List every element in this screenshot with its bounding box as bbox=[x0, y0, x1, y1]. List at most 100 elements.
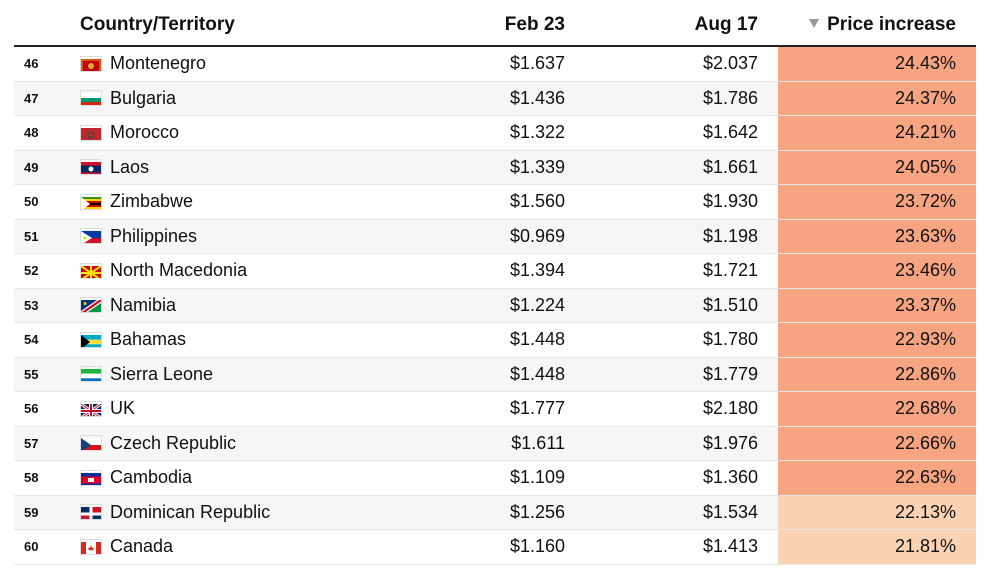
table-row[interactable]: 52 North Macedonia $1.394 $1.721 23.46% bbox=[14, 254, 976, 289]
country-name: Bulgaria bbox=[110, 87, 177, 108]
aug-price-cell: $1.779 bbox=[702, 363, 758, 384]
rank-cell: 54 bbox=[24, 332, 39, 348]
country-cell: Morocco bbox=[80, 116, 179, 150]
table-row[interactable]: 47 Bulgaria $1.436 $1.786 24.37% bbox=[14, 81, 976, 116]
increase-cell: 22.93% bbox=[778, 323, 976, 357]
czech-republic-flag-icon bbox=[80, 435, 102, 452]
table-row[interactable]: 49 Laos $1.339 $1.661 24.05% bbox=[14, 150, 976, 185]
philippines-flag-icon bbox=[80, 228, 102, 245]
montenegro-flag-icon bbox=[80, 55, 102, 72]
rank-cell: 49 bbox=[24, 159, 39, 175]
country-name: Canada bbox=[110, 536, 174, 557]
rank-cell: 60 bbox=[24, 539, 39, 555]
country-name: Philippines bbox=[110, 225, 198, 246]
aug-price-cell: $2.037 bbox=[702, 53, 758, 74]
table-row[interactable]: 57 Czech Republic $1.611 $1.976 22.66% bbox=[14, 426, 976, 461]
aug-price-cell: $1.534 bbox=[702, 501, 758, 522]
increase-cell: 23.46% bbox=[778, 254, 976, 288]
aug-price-cell: $1.976 bbox=[702, 432, 758, 453]
sierra-leone-flag-icon bbox=[80, 366, 102, 383]
table-row[interactable]: 56 UK $1.777 $2.180 22.68% bbox=[14, 392, 976, 427]
uk-flag-icon bbox=[80, 400, 102, 417]
table-row[interactable]: 48 Morocco $1.322 $1.642 24.21% bbox=[14, 116, 976, 151]
table-row[interactable]: 53 Namibia $1.224 $1.510 23.37% bbox=[14, 288, 976, 323]
country-name: Namibia bbox=[110, 294, 177, 315]
country-header[interactable]: Country/Territory bbox=[80, 14, 235, 35]
aug-price-cell: $1.930 bbox=[702, 191, 758, 212]
feb-price-cell: $1.256 bbox=[509, 501, 565, 522]
aug-header[interactable]: Aug 17 bbox=[694, 14, 758, 35]
increase-cell: 24.21% bbox=[778, 116, 976, 150]
country-cell: Sierra Leone bbox=[80, 358, 213, 392]
feb-price-cell: $1.611 bbox=[511, 432, 565, 453]
table-header: Country/Territory Feb 23 Aug 17 Price in… bbox=[14, 0, 976, 47]
table-row[interactable]: 60 Canada $1.160 $1.413 21.81% bbox=[14, 530, 976, 565]
rank-cell: 50 bbox=[24, 194, 39, 210]
table-row[interactable]: 50 Zimbabwe $1.560 $1.930 23.72% bbox=[14, 185, 976, 220]
increase-cell: 22.68% bbox=[778, 392, 976, 426]
feb-header[interactable]: Feb 23 bbox=[504, 14, 565, 35]
rank-cell: 46 bbox=[24, 56, 39, 72]
table-row[interactable]: 59 Dominican Republic $1.256 $1.534 22.13% bbox=[14, 495, 976, 530]
country-cell: Laos bbox=[80, 151, 149, 185]
aug-price-cell: $1.721 bbox=[702, 260, 758, 281]
table-row[interactable]: 51 Philippines $0.969 $1.198 23.63% bbox=[14, 219, 976, 254]
aug-price-cell: $2.180 bbox=[702, 398, 758, 419]
country-cell: Philippines bbox=[80, 220, 197, 254]
rank-cell: 56 bbox=[24, 401, 39, 417]
increase-cell: 22.66% bbox=[778, 426, 976, 460]
rank-cell: 55 bbox=[24, 366, 39, 382]
increase-header[interactable]: Price increase bbox=[778, 14, 976, 36]
table-row[interactable]: 55 Sierra Leone $1.448 $1.779 22.86% bbox=[14, 357, 976, 392]
country-name: Czech Republic bbox=[110, 432, 237, 453]
country-name: Bahamas bbox=[110, 329, 187, 350]
rank-cell: 52 bbox=[24, 263, 39, 279]
feb-price-cell: $1.560 bbox=[509, 191, 565, 212]
increase-cell: 22.86% bbox=[778, 357, 976, 391]
bahamas-flag-icon bbox=[80, 331, 102, 348]
country-cell: Namibia bbox=[80, 289, 176, 323]
country-name: Montenegro bbox=[110, 53, 207, 74]
country-cell: UK bbox=[80, 392, 135, 426]
increase-cell: 23.37% bbox=[778, 288, 976, 322]
table-row[interactable]: 58 Cambodia $1.109 $1.360 22.63% bbox=[14, 461, 976, 496]
rank-cell: 57 bbox=[24, 435, 39, 451]
increase-cell: 23.72% bbox=[778, 185, 976, 219]
bulgaria-flag-icon bbox=[80, 90, 102, 107]
feb-price-cell: $1.394 bbox=[509, 260, 565, 281]
rank-cell: 59 bbox=[24, 504, 39, 520]
feb-price-cell: $1.322 bbox=[509, 122, 565, 143]
country-name: Dominican Republic bbox=[110, 501, 271, 522]
country-name: UK bbox=[110, 398, 136, 419]
country-cell: Bahamas bbox=[80, 323, 186, 357]
country-name: Zimbabwe bbox=[110, 191, 194, 212]
country-cell: Canada bbox=[80, 530, 173, 564]
rank-cell: 47 bbox=[24, 90, 39, 106]
namibia-flag-icon bbox=[80, 297, 102, 314]
increase-cell: 24.05% bbox=[778, 150, 976, 184]
increase-cell: 24.37% bbox=[778, 81, 976, 115]
sort-desc-icon bbox=[809, 19, 820, 28]
aug-price-cell: $1.642 bbox=[702, 122, 758, 143]
aug-price-cell: $1.661 bbox=[702, 156, 758, 177]
laos-flag-icon bbox=[80, 159, 102, 176]
country-name: Laos bbox=[110, 156, 150, 177]
rank-cell: 48 bbox=[24, 125, 39, 141]
rank-cell: 58 bbox=[24, 470, 39, 486]
table-row[interactable]: 54 Bahamas $1.448 $1.780 22.93% bbox=[14, 323, 976, 358]
feb-price-cell: $1.448 bbox=[509, 329, 565, 350]
country-cell: Czech Republic bbox=[80, 427, 236, 461]
country-cell: Dominican Republic bbox=[80, 496, 270, 530]
increase-cell: 24.43% bbox=[778, 47, 976, 81]
aug-price-cell: $1.413 bbox=[702, 536, 758, 557]
zimbabwe-flag-icon bbox=[80, 193, 102, 210]
increase-header-label: Price increase bbox=[827, 14, 956, 35]
table-row[interactable]: 46 Montenegro $1.637 $2.037 24.43% bbox=[14, 47, 976, 82]
country-cell: Montenegro bbox=[80, 47, 206, 81]
north-macedonia-flag-icon bbox=[80, 262, 102, 279]
feb-price-cell: $1.436 bbox=[509, 87, 565, 108]
rank-cell: 51 bbox=[24, 228, 39, 244]
feb-price-cell: $0.969 bbox=[509, 225, 565, 246]
feb-price-cell: $1.339 bbox=[509, 156, 565, 177]
